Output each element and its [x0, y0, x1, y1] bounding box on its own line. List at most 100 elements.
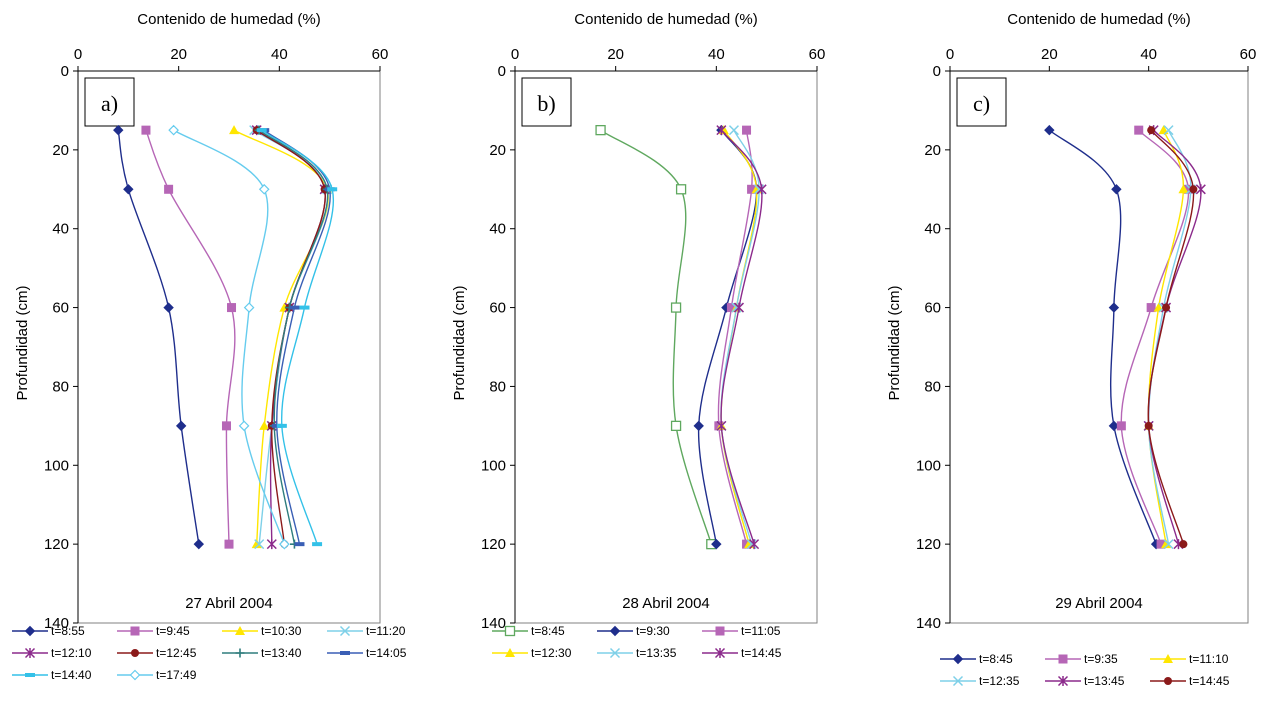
- x-tick-label: 60: [1240, 46, 1257, 63]
- y-tick-label: 80: [924, 378, 941, 395]
- legend-label: t=14:45: [741, 646, 782, 660]
- panel-label: a): [101, 91, 118, 116]
- data-point: [256, 128, 267, 133]
- legend-item: t=13:45: [1045, 674, 1125, 688]
- legend-label: t=8:55: [51, 624, 85, 638]
- y-tick-label: 100: [44, 457, 69, 474]
- legend-item: t=11:20: [327, 624, 406, 638]
- panel-label: c): [973, 91, 990, 116]
- legend-marker: [25, 673, 35, 677]
- legend-item: t=11:10: [1150, 652, 1229, 666]
- y-tick-label: 60: [52, 300, 69, 317]
- data-point: [693, 420, 704, 432]
- y-tick-label: 0: [61, 63, 69, 80]
- y-tick-label: 120: [916, 536, 941, 553]
- legend-item: t=13:35: [597, 646, 677, 660]
- data-point: [716, 125, 727, 136]
- data-point: [1147, 126, 1156, 135]
- data-point: [193, 538, 205, 550]
- legend-label: t=12:45: [156, 646, 197, 660]
- series-line: [1147, 129, 1195, 545]
- series-line: [1048, 129, 1157, 545]
- data-point: [221, 421, 231, 431]
- x-tick-label: 0: [511, 46, 519, 63]
- legend-item: t=11:05: [702, 624, 781, 638]
- y-tick-label: 80: [489, 378, 506, 395]
- data-point: [1178, 184, 1189, 194]
- data-point: [675, 184, 687, 195]
- legend-label: t=11:10: [1189, 652, 1229, 666]
- legend-item: t=12:35: [940, 674, 1020, 688]
- legend-marker: [1163, 654, 1173, 663]
- legend-label: t=9:30: [636, 624, 670, 638]
- y-tick-label: 120: [481, 536, 506, 553]
- legend-marker: [952, 653, 964, 665]
- legend-marker: [24, 647, 36, 659]
- legend-item: t=14:40: [12, 668, 92, 682]
- y-tick-label: 0: [933, 63, 941, 80]
- legend-marker: [609, 647, 621, 659]
- series-t=8:45: [595, 124, 717, 550]
- legend-marker: [235, 648, 245, 658]
- legend-marker: [504, 625, 516, 637]
- legend-item: t=12:30: [492, 646, 572, 660]
- series-t=14:45: [1144, 126, 1198, 549]
- series-line: [256, 129, 326, 545]
- legend-marker: [340, 651, 350, 655]
- data-point: [1189, 185, 1198, 194]
- legend-marker: [339, 625, 351, 637]
- legend-label: t=17:49: [156, 668, 197, 682]
- data-point: [726, 303, 736, 313]
- data-point: [1111, 184, 1122, 195]
- data-point: [716, 420, 727, 431]
- data-point: [299, 305, 310, 310]
- series-t=9:45: [141, 125, 237, 549]
- data-point: [1195, 184, 1206, 195]
- legend-marker: [1058, 654, 1068, 664]
- chart-panel-3: 0 20 40 60 0 20 40 60 80 100 120 140 Contenido de hu…: [886, 11, 1256, 632]
- legend-label: t=8:45: [531, 624, 565, 638]
- panel-label-box: [521, 77, 572, 127]
- y-tick-label: 100: [481, 457, 506, 474]
- y-axis-title: Profundidad (cm): [14, 285, 31, 400]
- y-axis-title: Profundidad (cm): [886, 285, 903, 400]
- data-point: [1044, 124, 1055, 136]
- data-point: [327, 187, 338, 192]
- data-point: [113, 124, 124, 136]
- series-line: [173, 129, 286, 545]
- legend-item: t=14:05: [327, 646, 407, 660]
- data-point: [294, 542, 305, 547]
- x-tick-label: 40: [271, 46, 288, 63]
- series-line: [717, 130, 753, 545]
- data-point: [123, 184, 134, 195]
- series-t=12:30: [716, 125, 762, 549]
- legend-marker: [609, 625, 621, 637]
- data-point: [258, 183, 270, 195]
- y-tick-label: 140: [44, 615, 69, 632]
- legend-2: t=8:45 t=9:30 t=11:05 t=12:30 t=13:35 t=14:45: [492, 624, 782, 660]
- legend-marker: [715, 626, 725, 636]
- legend-marker: [505, 648, 515, 657]
- data-point: [251, 539, 262, 549]
- legend-3: t=8:45 t=9:35 t=11:10 t=12:35 t=13:45 t=14:45: [940, 652, 1230, 688]
- legend-label: t=12:10: [51, 646, 92, 660]
- data-point: [259, 420, 270, 430]
- data-point: [1161, 539, 1172, 549]
- legend-marker: [952, 675, 964, 687]
- y-tick-label: 100: [916, 457, 941, 474]
- x-tick-label: 60: [809, 46, 826, 63]
- data-point: [312, 542, 323, 547]
- x-axis-title: Contenido de humedad (%): [1007, 11, 1190, 28]
- legend-label: t=11:05: [741, 624, 781, 638]
- legend-item: t=12:10: [12, 646, 92, 660]
- series-t=14:40: [256, 128, 338, 547]
- x-tick-label: 0: [74, 46, 82, 63]
- data-point: [141, 125, 151, 135]
- y-tick-label: 80: [52, 378, 69, 395]
- legend-item: t=12:45: [117, 646, 197, 660]
- panel-label: b): [537, 91, 555, 116]
- data-point: [271, 423, 282, 428]
- legend-label: t=12:30: [531, 646, 572, 660]
- data-point: [1179, 540, 1188, 549]
- legend-marker: [235, 626, 245, 635]
